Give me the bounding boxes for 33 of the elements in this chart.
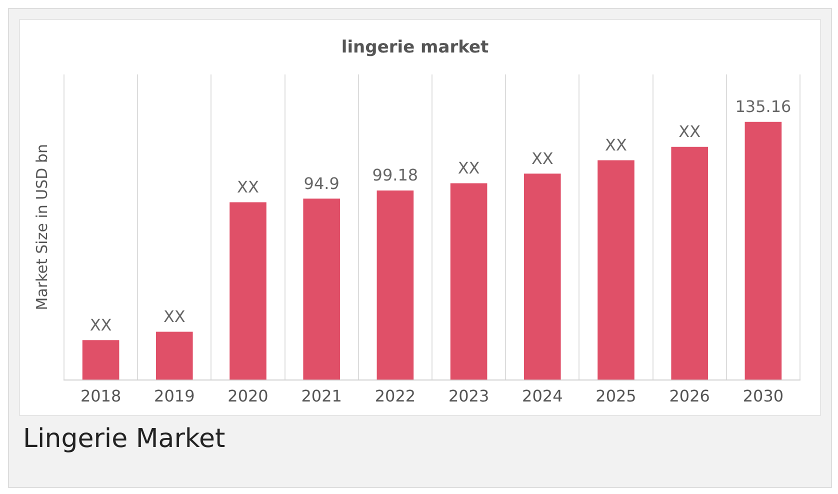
bar bbox=[744, 122, 782, 380]
x-tick-label: 2030 bbox=[742, 386, 784, 406]
bar bbox=[82, 340, 120, 380]
data-label: 135.16 bbox=[735, 96, 792, 116]
bar bbox=[230, 202, 266, 380]
x-tick-label: 2024 bbox=[522, 386, 563, 406]
data-label: XX bbox=[237, 177, 259, 196]
x-tick-label: 2023 bbox=[448, 386, 490, 406]
bar bbox=[376, 190, 414, 380]
data-label: XX bbox=[531, 148, 554, 168]
bar bbox=[671, 146, 708, 380]
y-axis-title: Market Size in USD bn bbox=[32, 144, 51, 310]
bar bbox=[156, 332, 193, 380]
x-tick-label: 2022 bbox=[374, 386, 416, 406]
data-label: XX bbox=[605, 135, 627, 154]
data-label: 99.18 bbox=[372, 166, 418, 185]
x-tick-label: 2026 bbox=[669, 386, 710, 406]
bar bbox=[450, 183, 488, 380]
x-tick-label: 2019 bbox=[154, 386, 195, 406]
data-label: XX bbox=[678, 122, 701, 142]
bar bbox=[598, 160, 634, 380]
bar bbox=[524, 174, 561, 380]
bar bbox=[303, 198, 340, 380]
data-label: 94.9 bbox=[304, 174, 340, 193]
data-label: XX bbox=[90, 315, 112, 334]
text: Lingerie Market bbox=[23, 424, 226, 454]
data-label: XX bbox=[163, 306, 186, 326]
chart-title: lingerie market bbox=[341, 38, 489, 58]
x-tick-label: 2021 bbox=[301, 386, 342, 406]
data-label: XX bbox=[458, 158, 480, 178]
x-tick-label: 2025 bbox=[596, 386, 636, 406]
x-tick-label: 2020 bbox=[228, 386, 268, 406]
x-tick-label: 2018 bbox=[80, 386, 122, 406]
